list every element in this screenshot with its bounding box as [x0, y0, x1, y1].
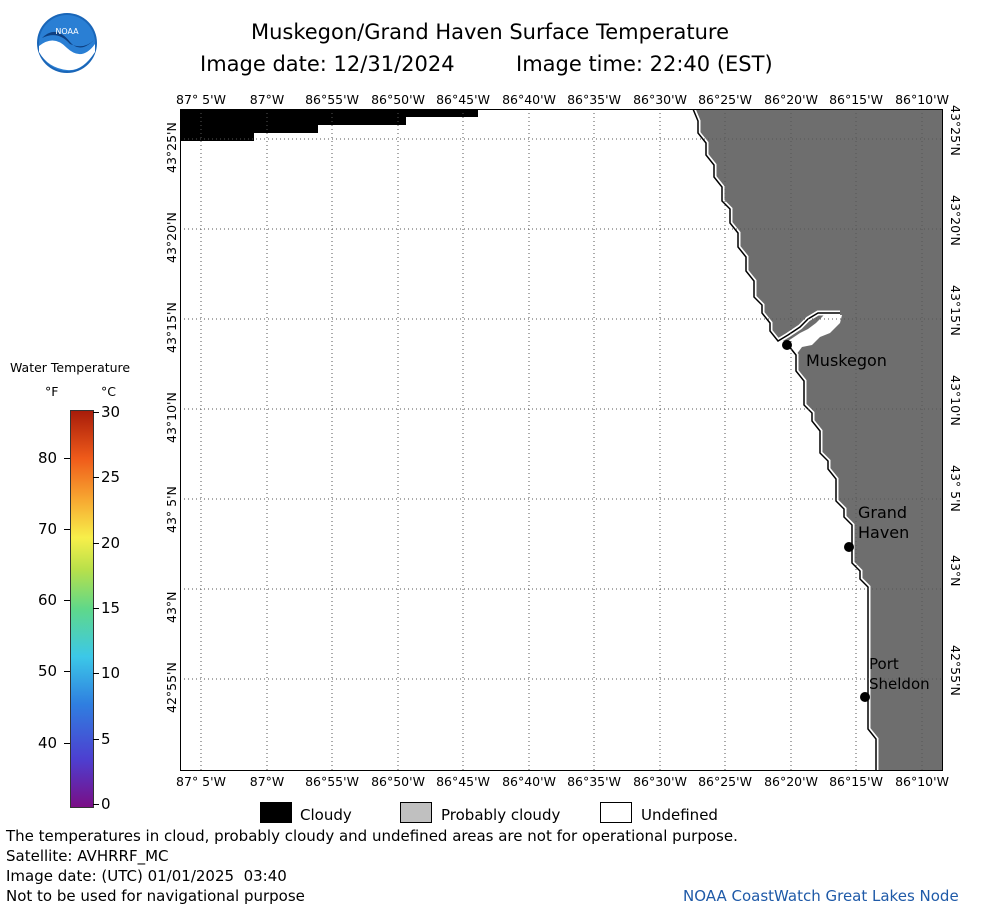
credit-text: NOAA CoastWatch Great Lakes Node	[683, 887, 959, 905]
f-tick-label: 50	[38, 662, 58, 681]
city-label-port-sheldon: Port Sheldon	[869, 655, 930, 693]
lon-label-bottom: 86°50'W	[371, 774, 425, 789]
lon-label-bottom: 86°45'W	[436, 774, 490, 789]
f-tick-mark	[64, 528, 70, 530]
city-label-grand-haven: Grand Haven	[858, 503, 910, 542]
lon-label-top: 87°W	[249, 92, 285, 107]
c-tick-label: 5	[101, 729, 111, 748]
lat-label-left: 43°N	[164, 591, 179, 623]
lon-label-top: 86°10'W	[895, 92, 949, 107]
city-label-muskegon: Muskegon	[806, 351, 887, 370]
c-tick-label: 25	[101, 468, 121, 487]
lat-label-right: 43°25'N	[948, 105, 963, 156]
lon-label-bottom: 86°55'W	[305, 774, 359, 789]
cloud-area	[180, 109, 478, 141]
city-marker-port-sheldon	[860, 692, 870, 702]
lon-label-bottom: 86°30'W	[633, 774, 687, 789]
nav-warning-text: Not to be used for navigational purpose	[6, 887, 305, 905]
lat-label-left: 43°15'N	[164, 302, 179, 353]
lon-label-top: 86°15'W	[829, 92, 883, 107]
c-tick-label: 15	[101, 599, 121, 617]
c-tick-label: 30	[101, 403, 121, 421]
utc-date-text: Image date: (UTC) 01/01/2025 03:40	[6, 867, 287, 885]
lon-label-top: 86°35'W	[567, 92, 621, 107]
lon-label-top: 87° 5'W	[176, 92, 226, 107]
lon-label-top: 86°30'W	[633, 92, 687, 107]
lon-label-top: 86°25'W	[698, 92, 752, 107]
c-tick-mark	[93, 738, 99, 740]
c-tick-mark	[93, 542, 99, 544]
map-panel	[180, 109, 943, 771]
lon-label-bottom: 86°35'W	[567, 774, 621, 789]
c-tick-mark	[93, 673, 99, 675]
lon-label-bottom: 87° 5'W	[176, 774, 226, 789]
lat-label-left: 43°20'N	[164, 212, 179, 263]
c-tick-label: 20	[101, 533, 121, 552]
lon-label-bottom: 86°15'W	[829, 774, 883, 789]
legend-label-cloudy: Cloudy	[300, 806, 352, 824]
lon-label-top: 86°55'W	[305, 92, 359, 107]
lon-label-bottom: 86°25'W	[698, 774, 752, 789]
unit-f: °F	[45, 384, 59, 399]
f-tick-mark	[64, 600, 70, 602]
f-tick-label: 80	[38, 448, 58, 467]
f-tick-label: 40	[38, 733, 58, 752]
logo-text: NOAA	[55, 27, 79, 36]
lon-label-top: 86°50'W	[371, 92, 425, 107]
c-tick-mark	[93, 804, 99, 805]
page-title: Muskegon/Grand Haven Surface Temperature	[250, 20, 730, 44]
c-tick-mark	[93, 412, 99, 413]
lon-label-bottom: 86°10'W	[895, 774, 949, 789]
city-marker-grand-haven	[844, 542, 854, 552]
lon-label-bottom: 86°20'W	[764, 774, 818, 789]
lat-label-left: 42°55'N	[164, 662, 179, 713]
lat-label-right: 43°N	[948, 555, 963, 587]
lat-label-right: 43°20'N	[948, 195, 963, 246]
lat-label-right: 42°55'N	[948, 645, 963, 696]
colorbar	[70, 410, 94, 808]
c-tick-label: 0	[101, 795, 111, 813]
noaa-logo: NOAA	[36, 12, 98, 74]
lat-label-right: 43°15'N	[948, 285, 963, 336]
unit-c: °C	[101, 384, 116, 399]
lon-label-top: 86°40'W	[502, 92, 556, 107]
lon-label-top: 86°20'W	[764, 92, 818, 107]
legend-swatch-undefined	[600, 802, 632, 823]
lat-label-left: 43°10'N	[164, 392, 179, 443]
legend-label-probably-cloudy: Probably cloudy	[441, 806, 561, 824]
f-tick-label: 70	[38, 519, 58, 538]
disclaimer-text: The temperatures in cloud, probably clou…	[6, 827, 738, 845]
c-tick-mark	[93, 608, 99, 609]
satellite-text: Satellite: AVHRRF_MC	[6, 847, 169, 865]
f-tick-mark	[64, 742, 70, 744]
colorbar-title: Water Temperature	[10, 360, 131, 375]
lat-label-right: 43° 5'N	[948, 465, 963, 512]
lon-label-top: 86°45'W	[436, 92, 490, 107]
lat-label-left: 43° 5'N	[164, 486, 179, 533]
c-tick-label: 10	[101, 664, 121, 683]
image-date: Image date: 12/31/2024	[200, 52, 455, 76]
city-marker-muskegon	[782, 340, 792, 350]
c-tick-mark	[93, 477, 99, 479]
image-time: Image time: 22:40 (EST)	[516, 52, 773, 76]
legend-swatch-cloudy	[260, 802, 292, 823]
legend-swatch-probably-cloudy	[400, 802, 432, 823]
legend-label-undefined: Undefined	[641, 806, 718, 824]
lon-label-bottom: 87°W	[249, 774, 285, 789]
land-area	[693, 109, 943, 771]
f-tick-label: 60	[38, 591, 58, 610]
lat-label-right: 43°10'N	[948, 375, 963, 426]
lat-label-left: 43°25'N	[164, 122, 179, 173]
f-tick-mark	[64, 457, 70, 459]
lon-label-bottom: 86°40'W	[502, 774, 556, 789]
f-tick-mark	[64, 671, 70, 673]
